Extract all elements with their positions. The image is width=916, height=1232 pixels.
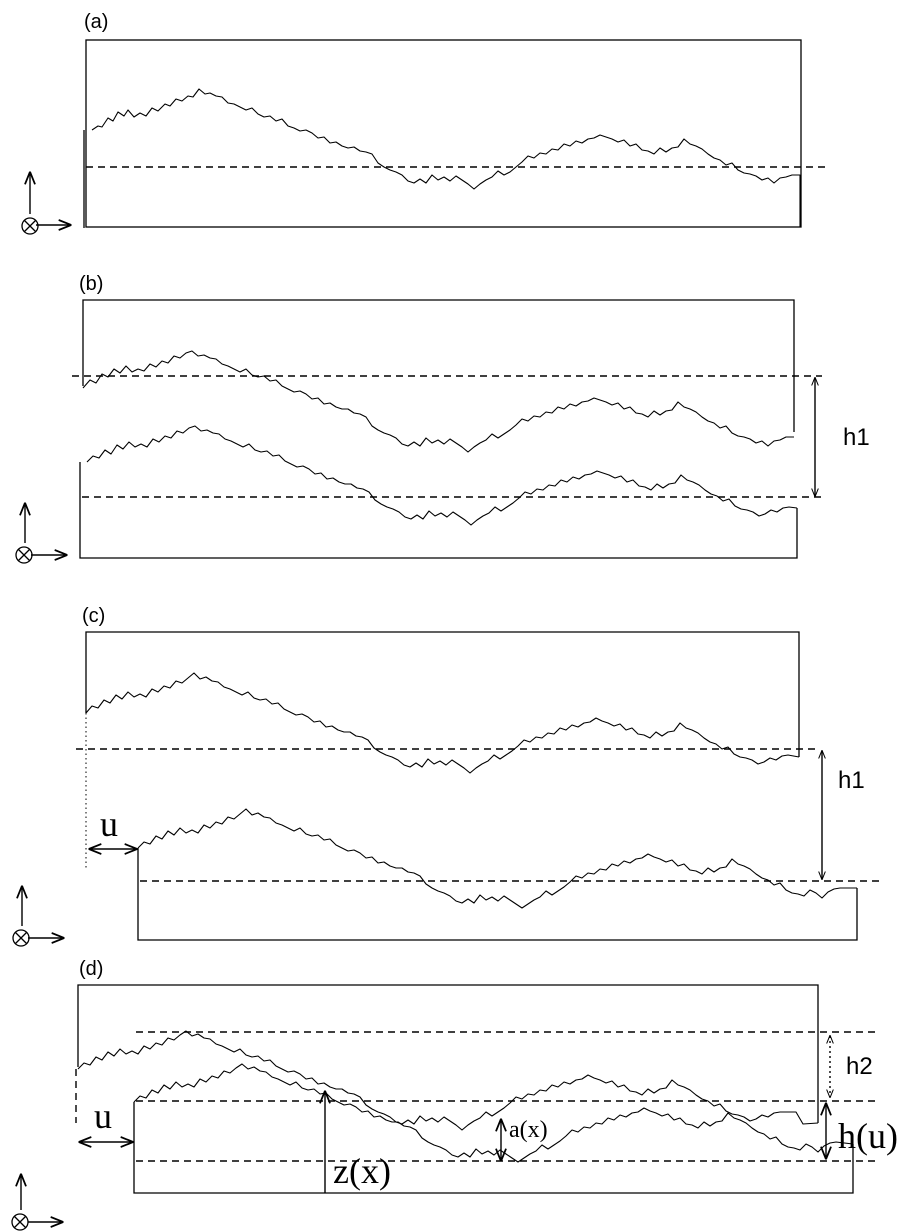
panel-c-h1-label: h1	[838, 767, 865, 794]
panel-c-shift-label: u	[100, 804, 118, 844]
panel-d-lower-block	[133, 1102, 854, 1194]
panel-d-axes-icon	[11, 1175, 62, 1231]
panel-d-lower-profile	[133, 1063, 854, 1163]
panel-d-h2-label: h2	[846, 1053, 873, 1080]
panel-d-z-label: z(x)	[333, 1151, 391, 1191]
panel-a: (a)	[21, 11, 826, 235]
panel-d: (d) u h2 h(u) a(x) z(x)	[11, 958, 898, 1231]
panel-a-upper-block	[85, 39, 802, 228]
panel-c-lower-profile	[137, 808, 857, 909]
panel-a-label: (a)	[84, 11, 108, 33]
panel-b-h1-label: h1	[843, 424, 870, 451]
panel-c-axes-icon	[12, 887, 63, 947]
panel-b: (b) h1	[15, 273, 870, 564]
panel-c-upper-block	[85, 631, 800, 757]
panel-b-lower-profile	[86, 425, 798, 526]
panel-c-label: (c)	[82, 605, 105, 627]
panel-c-lower-block	[137, 848, 858, 941]
panel-d-aperture-label: a(x)	[509, 1117, 548, 1143]
panel-d-hu-label: h(u)	[838, 1116, 898, 1156]
panel-c: (c) u h1	[12, 605, 884, 947]
panel-b-axes-icon	[15, 504, 66, 564]
panel-b-lower-block	[79, 462, 798, 559]
panel-b-upper-profile	[82, 350, 794, 453]
panel-c-upper-profile	[85, 672, 800, 774]
panel-b-upper-block	[82, 299, 795, 432]
panel-d-label: (d)	[79, 958, 103, 980]
panel-b-label: (b)	[79, 273, 103, 295]
panel-a-surface-profile	[91, 88, 801, 227]
panel-d-upper-profile	[77, 1030, 819, 1131]
panel-d-upper-block	[77, 984, 819, 1123]
panel-d-shift-label: u	[94, 1096, 112, 1136]
panel-a-axes-icon	[21, 173, 70, 235]
